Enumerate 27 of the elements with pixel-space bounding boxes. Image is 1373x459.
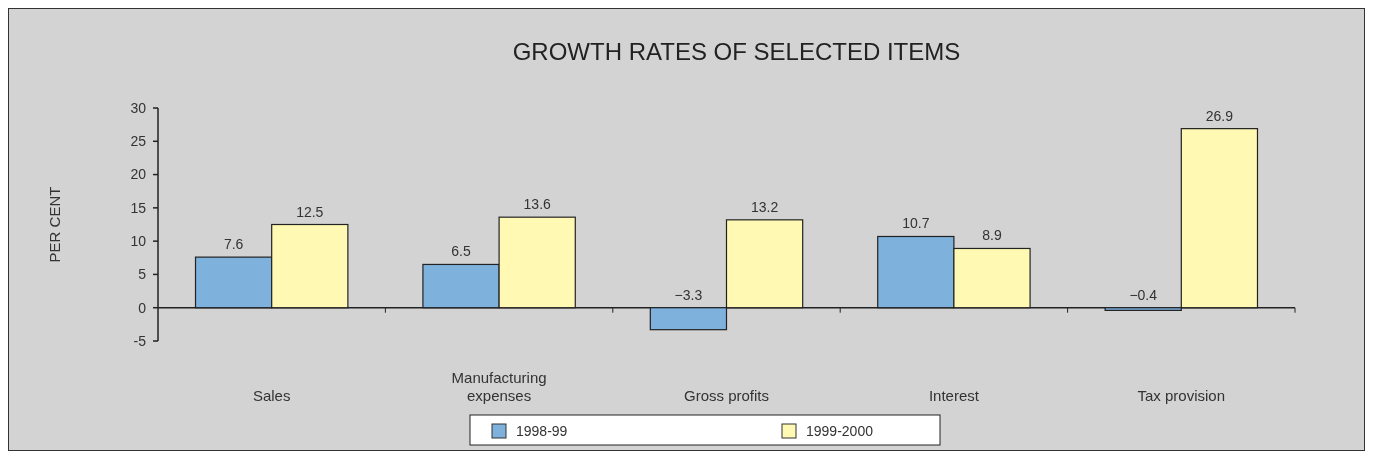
y-tick-label: 0 [138, 299, 147, 316]
data-label: −0.4 [1129, 286, 1158, 303]
x-tick-label: Sales [252, 387, 291, 404]
legend-label: 1998-99 [516, 422, 568, 439]
data-label: 26.9 [1205, 107, 1234, 124]
data-label: −3.3 [674, 286, 703, 303]
y-tick-label: 25 [130, 133, 147, 150]
data-label: 7.6 [223, 236, 244, 253]
data-label: 6.5 [451, 243, 471, 260]
data-label: 13.6 [523, 196, 552, 213]
x-tick-label: Gross profits [683, 387, 770, 404]
y-tick-label: 30 [130, 99, 147, 116]
x-tick-label: Tax provision [1137, 387, 1226, 404]
y-tick-label: 15 [130, 199, 147, 216]
y-tick-label: 20 [130, 166, 147, 183]
data-label: 10.7 [902, 215, 930, 232]
y-axis-title: PER CENT [46, 186, 63, 263]
y-tick-label: -5 [133, 332, 147, 349]
legend-label: 1999-2000 [806, 422, 874, 439]
data-label: 12.5 [296, 203, 324, 220]
chart-title: GROWTH RATES OF SELECTED ITEMS [512, 38, 961, 65]
x-tick-label: Interest [928, 387, 980, 404]
y-tick-label: 5 [138, 266, 147, 283]
y-tick-label: 10 [130, 233, 147, 250]
x-tick-label: Manufacturing expenses [451, 369, 547, 404]
data-label: 8.9 [982, 227, 1002, 244]
data-label: 13.2 [750, 198, 779, 215]
